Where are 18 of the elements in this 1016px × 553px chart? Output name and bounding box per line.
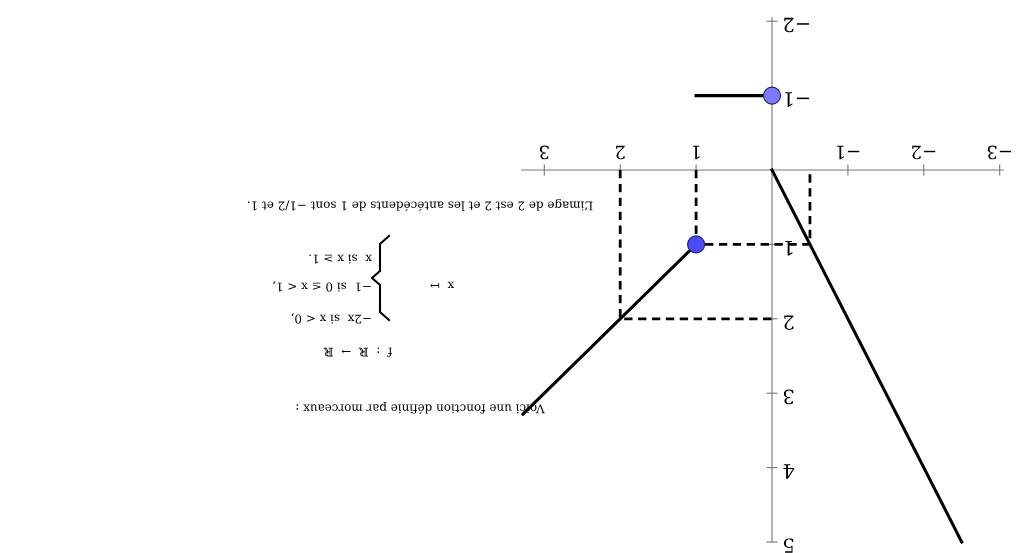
- x-tick-label: 3: [539, 145, 549, 160]
- text: f : ℝ → ℝ: [323, 347, 392, 357]
- x-tick-label: −2: [912, 145, 936, 160]
- annotation: L’image de 2 est 2 et les antécédents de 1 sont −1/2 et 1.: [247, 198, 593, 212]
- y-tick-label: 5: [783, 538, 794, 553]
- x-tick-label: 1: [692, 145, 700, 160]
- y-tick-label: 3: [783, 389, 794, 405]
- text: x ↦: [430, 281, 455, 288]
- y-tick-label: 2: [784, 315, 794, 330]
- y-tick-label: −1: [785, 92, 810, 107]
- x-tick-label: −3: [987, 145, 1012, 160]
- text: x si x ≥ 1.: [309, 254, 372, 264]
- y-tick-label: 4: [783, 464, 795, 479]
- text: −1 si 0 ≤ x < 1,: [273, 281, 371, 292]
- y-tick-label: −2: [784, 17, 810, 33]
- text: −2x si x < 0,: [291, 313, 371, 324]
- x-tick-label: 2: [616, 145, 625, 160]
- x-tick-label: −1: [837, 145, 860, 160]
